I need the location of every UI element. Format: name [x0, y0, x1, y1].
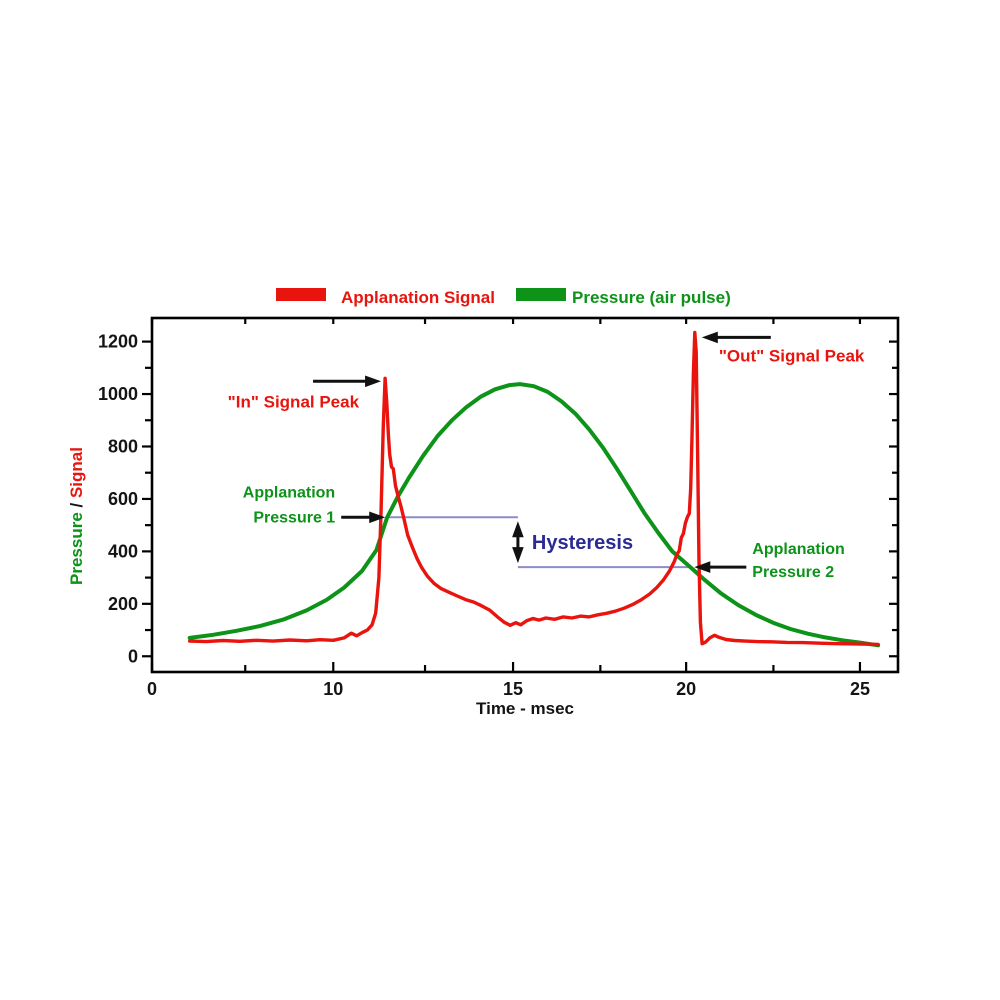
- y-tick-label: 600: [108, 489, 138, 509]
- y-tick-label: 0: [128, 646, 138, 666]
- plot-box: [150, 316, 900, 674]
- legend-swatch-applanation-signal: [276, 288, 326, 301]
- hysteresis-double-arrow-head2: [512, 521, 524, 538]
- out-signal-peak-label: "Out" Signal Peak: [719, 346, 865, 365]
- hysteresis-double-arrow-head: [512, 547, 524, 564]
- axis-tick-labels: 0 10 15 20 25 0 200 400 600 800 1000 1200: [98, 332, 870, 699]
- y-axis-title-signal: Signal: [67, 447, 86, 498]
- y-tick-label: 1200: [98, 332, 138, 352]
- y-tick-label: 1000: [98, 384, 138, 404]
- applanation-pressure-1-label-line1: Applanation: [243, 484, 335, 501]
- x-axis-title: Time - msec: [476, 699, 574, 718]
- legend-label-pressure: Pressure (air pulse): [572, 288, 731, 307]
- x-tick-label: 10: [323, 679, 343, 699]
- hysteresis-guides: [387, 516, 691, 569]
- y-axis-title-pressure: Pressure: [67, 512, 86, 585]
- applanation-pressure-2-label-line1: Applanation: [752, 541, 844, 558]
- x-tick-label: 25: [850, 679, 870, 699]
- y-tick-label: 400: [108, 541, 138, 561]
- axis-ticks: [142, 318, 898, 672]
- y-axis-title-slash: /: [67, 498, 86, 512]
- out-peak-arrow-head: [701, 331, 718, 344]
- legend-label-applanation-signal: Applanation Signal: [341, 288, 495, 307]
- ap1-arrow-head: [369, 511, 386, 524]
- in-signal-peak-label: "In" Signal Peak: [228, 392, 360, 411]
- y-tick-label: 200: [108, 594, 138, 614]
- applanation-pressure-1-label-line2: Pressure 1: [253, 509, 335, 526]
- y-axis-title: Pressure / Signal: [67, 447, 86, 585]
- legend-swatch-pressure: [516, 288, 566, 301]
- pressure-air-pulse-curve: [187, 382, 881, 648]
- hysteresis-label: Hysteresis: [532, 532, 633, 554]
- applanation-signal-curve: [187, 330, 880, 647]
- applanation-pressure-2-label-line2: Pressure 2: [752, 564, 834, 581]
- ap2-arrow-head: [694, 561, 711, 573]
- annotation-arrows: [313, 331, 771, 573]
- curves: [187, 330, 881, 648]
- y-tick-label: 800: [108, 436, 138, 456]
- in-peak-arrow-head: [365, 375, 382, 388]
- x-tick-label: 15: [503, 679, 523, 699]
- x-tick-label: 0: [147, 679, 157, 699]
- annotation-labels: "In" Signal Peak "Out" Signal Peak Appla…: [228, 346, 865, 581]
- x-tick-label: 20: [676, 679, 696, 699]
- legend: Applanation Signal Pressure (air pulse): [276, 288, 731, 307]
